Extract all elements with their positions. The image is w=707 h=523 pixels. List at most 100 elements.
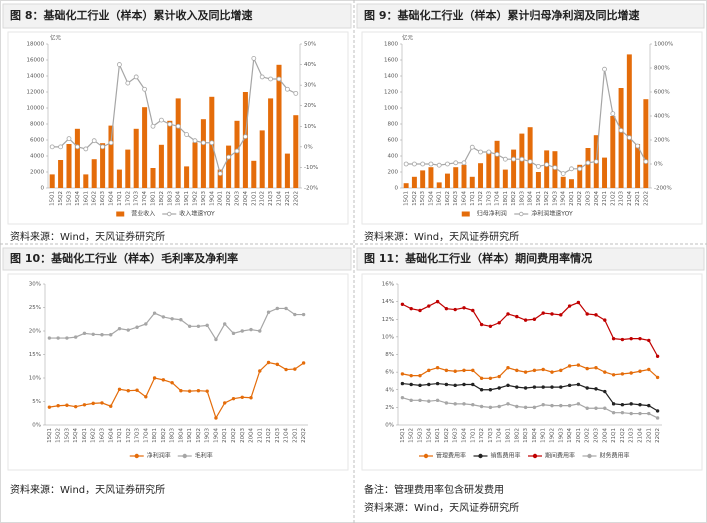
legend-swatch — [423, 453, 429, 459]
bar — [74, 128, 80, 188]
point — [231, 331, 236, 336]
point — [152, 311, 157, 315]
bar — [420, 170, 426, 188]
y-tick-label: 5% — [32, 399, 41, 405]
x-tick-label: 20Q2 — [226, 191, 232, 206]
bar — [618, 88, 624, 188]
x-tick-label: 17Q2 — [125, 191, 131, 206]
point — [126, 328, 130, 332]
x-tick-label: 15Q2 — [409, 428, 415, 443]
bar — [577, 164, 583, 188]
point — [242, 134, 248, 139]
point — [58, 144, 63, 150]
x-tick-label: 22Q2 — [293, 191, 299, 206]
point — [209, 140, 215, 146]
line — [406, 69, 647, 175]
bar — [284, 153, 290, 188]
point — [65, 403, 69, 407]
bar — [91, 159, 97, 188]
bar — [544, 150, 550, 188]
chart-title: 图 11：基础化工行业（样本）期间费用率情况 — [364, 251, 592, 265]
legend-swatch — [167, 211, 172, 217]
y-tick-label: 0% — [304, 144, 313, 150]
y-tick-label: 10% — [304, 124, 316, 130]
point — [409, 398, 413, 403]
x-tick-label: 15Q1 — [50, 191, 56, 206]
x-tick-label: 18Q4 — [178, 428, 184, 443]
x-tick-label: 17Q1 — [470, 428, 476, 443]
point — [217, 171, 223, 177]
y-tick-label: 6% — [385, 370, 394, 376]
point — [618, 127, 624, 133]
point — [83, 146, 89, 152]
bar — [535, 172, 541, 188]
point — [56, 404, 60, 408]
point — [82, 403, 87, 407]
bar — [511, 149, 517, 188]
x-tick-label: 20Q3 — [586, 191, 592, 206]
point — [144, 395, 148, 399]
point — [655, 416, 660, 420]
point — [293, 312, 297, 317]
x-tick-label: 15Q2 — [56, 428, 62, 443]
chart-title: 图 9：基础化工行业（样本）累计归母净利润及同比增速 — [364, 8, 639, 22]
point — [576, 402, 581, 406]
y-axis-unit: 亿元 — [402, 34, 414, 42]
bar — [175, 98, 181, 188]
bar — [469, 176, 475, 188]
point — [266, 310, 271, 314]
x-tick-label: 18Q1 — [506, 428, 512, 443]
bar — [478, 163, 484, 188]
y-tick-label: 12000 — [27, 90, 45, 96]
point — [56, 336, 60, 340]
x-tick-label: 16Q3 — [100, 191, 106, 206]
x-tick-label: 15Q4 — [428, 191, 434, 206]
bar — [108, 125, 114, 188]
x-tick-label: 17Q4 — [142, 191, 148, 206]
point — [602, 66, 607, 72]
x-tick-label: 20Q4 — [602, 428, 608, 443]
x-tick-label: 16Q1 — [437, 191, 443, 206]
point — [506, 366, 510, 370]
point — [569, 166, 574, 172]
x-tick-label: 19Q2 — [193, 191, 199, 206]
point — [462, 368, 466, 373]
x-tick-label: 17Q4 — [495, 191, 501, 206]
point — [469, 144, 475, 150]
x-tick-label: 16Q4 — [109, 191, 115, 206]
point — [550, 312, 554, 316]
point — [117, 62, 122, 67]
point — [73, 404, 78, 409]
point — [275, 362, 280, 367]
point — [133, 74, 139, 80]
x-tick-label: 17Q4 — [143, 428, 149, 443]
point — [585, 160, 591, 166]
point — [479, 404, 484, 409]
y-tick-label: 4000 — [30, 154, 44, 160]
x-tick-label: 19Q1 — [184, 191, 190, 206]
panel-header — [2, 3, 352, 29]
point — [471, 308, 475, 313]
x-tick-label: 17Q2 — [478, 191, 484, 206]
point — [603, 318, 607, 322]
bar — [49, 174, 55, 188]
point — [420, 161, 426, 167]
x-tick-label: 16Q1 — [82, 428, 88, 443]
point — [559, 403, 563, 408]
point — [284, 367, 288, 372]
point — [471, 403, 475, 407]
legend-label: 营业收入 — [131, 210, 155, 218]
point — [453, 383, 457, 388]
point — [515, 385, 519, 389]
x-tick-label: 16Q2 — [444, 428, 450, 443]
point — [629, 411, 633, 416]
x-tick-label: 17Q1 — [470, 191, 476, 206]
x-tick-label: 16Q3 — [99, 428, 105, 443]
y-tick-label: 16000 — [27, 58, 45, 64]
point — [453, 307, 457, 312]
point — [258, 329, 262, 333]
point — [82, 331, 87, 336]
x-tick-label: 20Q1 — [218, 191, 224, 206]
point — [259, 74, 265, 80]
x-tick-label: 22Q1 — [285, 191, 291, 206]
